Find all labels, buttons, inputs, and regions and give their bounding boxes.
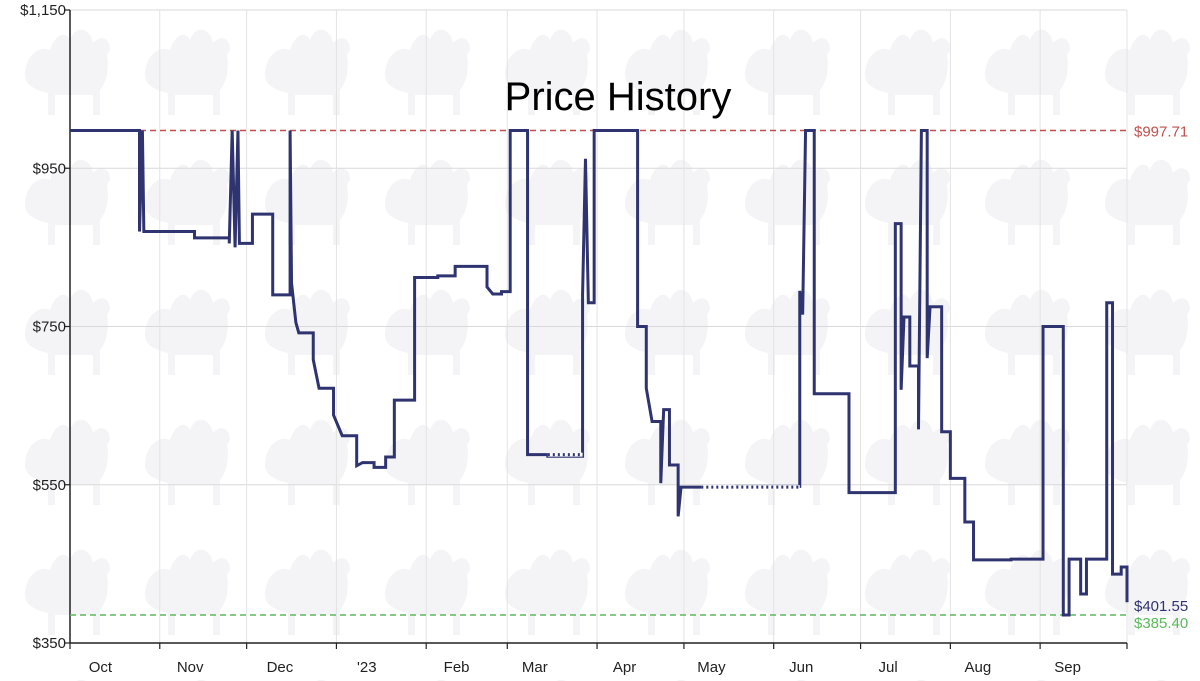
x-tick-label: Jul xyxy=(878,659,897,676)
y-tick-label: $550 xyxy=(33,477,66,494)
reference-labels: $997.71 $401.55$385.40 xyxy=(1134,123,1188,631)
x-tick-label: Apr xyxy=(613,659,636,676)
price-series xyxy=(70,129,1129,617)
x-tick-label: May xyxy=(697,659,726,676)
x-tick-labels: Oct Nov Dec '23 Feb Mar Apr May Jun Jul Aug Sep xyxy=(89,659,1081,676)
current-price-label: $401.55 xyxy=(1134,598,1188,615)
x-tick-label: '23 xyxy=(357,659,377,676)
x-tick-label: Dec xyxy=(267,659,294,676)
highest-price-label: $997.71 xyxy=(1134,123,1188,140)
x-tick-label: Nov xyxy=(177,659,204,676)
y-tick-label: $350 xyxy=(33,635,66,652)
lowest-price-label: $385.40 xyxy=(1134,615,1188,632)
x-tick-label: Sep xyxy=(1054,659,1081,676)
x-tick-label: Mar xyxy=(522,659,548,676)
y-tick-label: $750 xyxy=(33,319,66,336)
x-tick-label: Jun xyxy=(789,659,813,676)
y-tick-labels: $350 $550 $750 $950 $1,150 xyxy=(20,2,70,652)
y-tick-label: $950 xyxy=(33,160,66,177)
y-tick-label: $1,150 xyxy=(20,2,66,19)
x-tick-label: Feb xyxy=(444,659,470,676)
chart-title: Price History xyxy=(505,75,732,119)
reference-lines xyxy=(70,129,1127,616)
x-tick-label: Oct xyxy=(89,659,113,676)
price-line xyxy=(70,129,1129,617)
x-tick-label: Aug xyxy=(965,659,992,676)
